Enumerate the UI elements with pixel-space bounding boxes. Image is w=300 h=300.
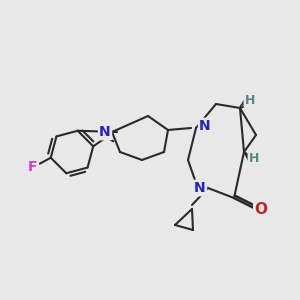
Text: N: N	[194, 181, 206, 195]
Polygon shape	[244, 152, 254, 163]
Text: N: N	[99, 125, 111, 139]
Text: H: H	[249, 152, 259, 164]
Text: H: H	[245, 94, 255, 106]
Text: F: F	[28, 160, 38, 174]
Text: O: O	[254, 202, 268, 217]
Text: N: N	[199, 119, 211, 133]
